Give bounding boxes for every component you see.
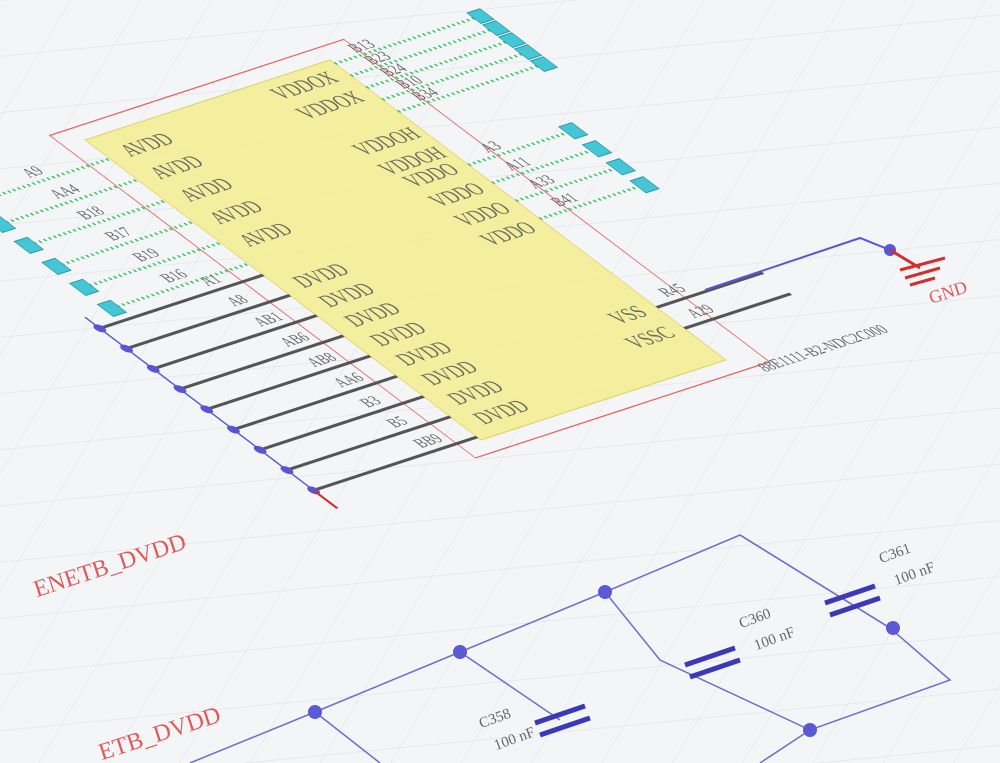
capacitor-network [189,534,952,763]
junction [803,723,817,737]
pin-number: BB9 [409,432,447,451]
pin-pad [629,176,660,194]
pin-number: AA4 [45,182,85,202]
pin-pad [68,278,100,296]
pin-wire [32,199,167,245]
capacitor [534,703,591,738]
pin-pad [481,20,511,37]
pin-number: AB1 [249,310,288,330]
pin-wire [333,17,476,65]
capacitor [824,583,881,618]
pin-number: AB6 [276,330,315,350]
pin-pad [41,257,72,275]
junction [308,705,322,719]
capacitor [684,645,741,680]
junction [598,585,612,599]
pin-wire [349,29,492,77]
pin-wire [467,131,569,167]
pin-wire [231,375,399,431]
ground-symbol [889,248,946,287]
pin-wire [60,220,195,266]
pin-wire [178,334,345,391]
pin-pad [513,44,543,61]
pin-pad [557,122,589,140]
pin-wire [125,294,292,350]
chip-symbol: AVDDAVDDAVDDAVDDAVDDVDDOXVDDOXVDDOHVDDOH… [0,8,893,509]
pin-wire [655,271,765,309]
pin-pad [529,56,559,73]
pin-wire [490,149,592,185]
pin-pad [497,32,527,49]
pin-pad [581,140,613,158]
pin-wire [312,435,479,492]
wire [314,534,891,763]
pin-wire [5,178,139,224]
junction [453,645,467,659]
pin-pad [96,299,128,317]
pin-pad [605,158,637,176]
pin-number: AA6 [329,370,369,390]
pin-wire [538,185,640,221]
chip-body [84,59,728,441]
pin-pad [0,215,17,233]
pin-pad [466,8,495,25]
chip-outline [48,38,771,459]
pin-wire [285,415,452,472]
bus [84,316,315,491]
pin-wire [365,41,508,89]
pin-wire [0,157,112,203]
pin-wire [683,292,793,330]
pin-number: AB8 [303,350,342,370]
pin-wire [258,395,426,452]
pin-wire [396,65,539,113]
pin-wire [98,273,265,330]
pin-wire [381,53,523,101]
wire [704,236,891,291]
power-port [312,489,339,509]
pin-pad [13,236,45,254]
pin-wire [205,354,372,411]
pin-wire [151,314,319,371]
junction [886,621,900,635]
